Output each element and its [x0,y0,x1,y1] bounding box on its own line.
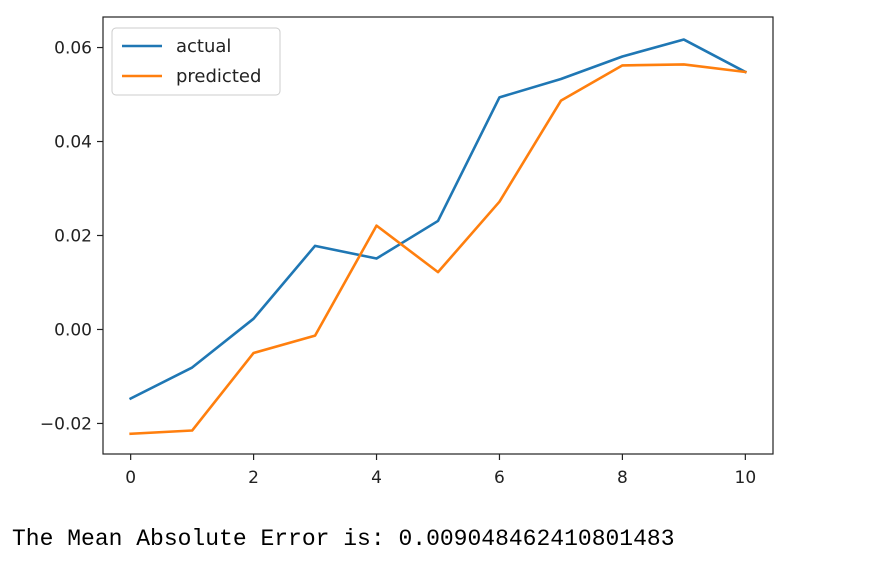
y-tick-label: 0.00 [54,320,92,340]
x-tick-label: 0 [125,468,136,488]
y-tick-label: 0.02 [54,227,92,247]
legend-label-actual: actual [176,36,231,57]
series-line-predicted [129,63,747,436]
x-tick-label: 6 [494,468,505,488]
legend-label-predicted: predicted [176,66,261,87]
y-tick-label: 0.06 [54,39,92,59]
line-chart: 0 2 4 6 8 10 −0.02 0.00 0.02 0.04 0.06 actual predi… [40,16,774,488]
y-tick-label: 0.04 [54,133,92,153]
y-tick-label: −0.02 [40,414,92,434]
x-tick-label: 4 [371,468,382,488]
x-tick-label: 10 [735,468,757,488]
mae-output-text: The Mean Absolute Error is: 0.0090484624… [12,526,675,552]
x-tick-label: 2 [248,468,259,488]
series-line-actual [128,38,748,401]
x-tick-label: 8 [617,468,628,488]
